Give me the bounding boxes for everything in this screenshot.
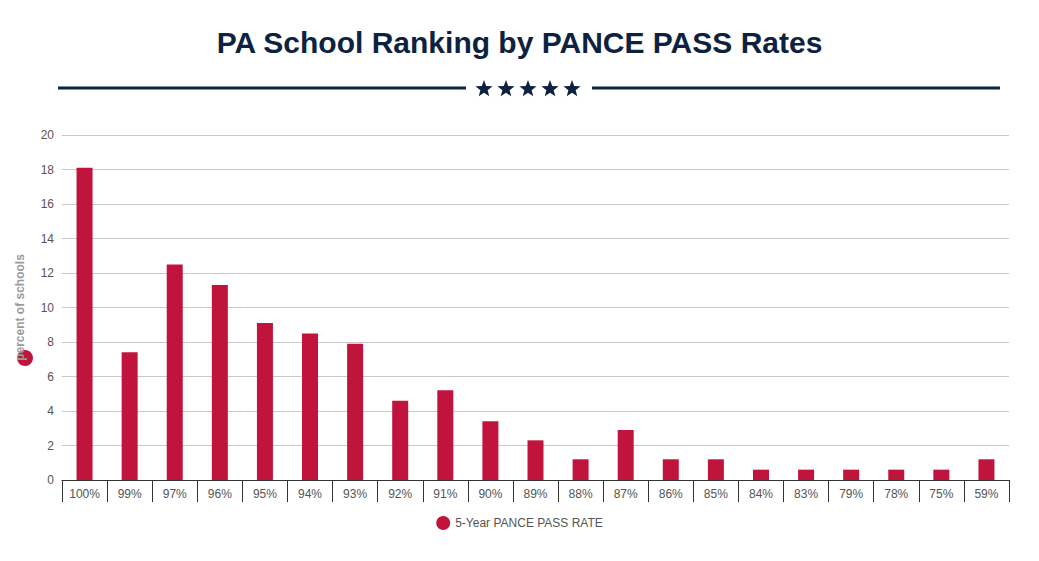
svg-text:6: 6 <box>47 370 54 384</box>
svg-text:4: 4 <box>47 404 54 418</box>
svg-text:PA School Ranking by PANCE PAS: PA School Ranking by PANCE PASS Rates <box>217 26 823 59</box>
svg-text:59%: 59% <box>974 487 998 501</box>
svg-text:95%: 95% <box>253 487 277 501</box>
svg-text:88%: 88% <box>569 487 593 501</box>
svg-text:14: 14 <box>41 232 55 246</box>
svg-text:96%: 96% <box>208 487 232 501</box>
svg-text:5-Year PANCE PASS RATE: 5-Year PANCE PASS RATE <box>455 516 603 530</box>
svg-text:90%: 90% <box>478 487 502 501</box>
svg-text:97%: 97% <box>163 487 187 501</box>
svg-text:8: 8 <box>47 335 54 349</box>
svg-text:100%: 100% <box>69 487 100 501</box>
svg-text:16: 16 <box>41 197 55 211</box>
svg-text:87%: 87% <box>614 487 638 501</box>
svg-text:0: 0 <box>47 473 54 487</box>
svg-text:2: 2 <box>47 439 54 453</box>
svg-text:20: 20 <box>41 128 55 142</box>
svg-text:75%: 75% <box>929 487 953 501</box>
svg-text:84%: 84% <box>749 487 773 501</box>
svg-text:93%: 93% <box>343 487 367 501</box>
svg-text:86%: 86% <box>659 487 683 501</box>
svg-text:91%: 91% <box>433 487 457 501</box>
svg-text:92%: 92% <box>388 487 412 501</box>
svg-text:79%: 79% <box>839 487 863 501</box>
svg-text:percent of schools: percent of schools <box>13 254 27 361</box>
svg-text:89%: 89% <box>523 487 547 501</box>
svg-text:94%: 94% <box>298 487 322 501</box>
svg-text:83%: 83% <box>794 487 818 501</box>
svg-text:78%: 78% <box>884 487 908 501</box>
svg-text:12: 12 <box>41 266 55 280</box>
svg-text:10: 10 <box>41 301 55 315</box>
svg-text:99%: 99% <box>118 487 142 501</box>
svg-text:85%: 85% <box>704 487 728 501</box>
svg-text:18: 18 <box>41 163 55 177</box>
